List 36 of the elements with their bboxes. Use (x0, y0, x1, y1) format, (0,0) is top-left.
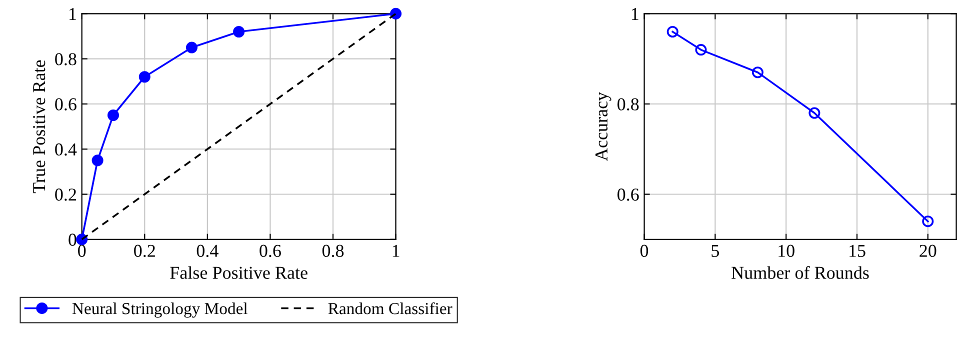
x-axis-title: Number of Rounds (732, 266, 869, 279)
point (808, 107, 820, 119)
y-tick-label: 1 (70, 8, 76, 20)
point (92, 154, 104, 166)
y-axis-title: True Positive Rate (33, 60, 46, 194)
y-tick-label: 1 (632, 8, 638, 20)
point (922, 216, 934, 228)
x-tick-label: 0.8 (322, 244, 344, 258)
x-tick-label: 0.6 (260, 244, 281, 258)
x-tick-label: 20 (920, 244, 936, 257)
point (666, 26, 678, 38)
point (186, 42, 198, 54)
x-tick-label: 10 (778, 244, 794, 257)
x-tick-label: 0.2 (134, 244, 155, 258)
y-tick-label: 0.2 (55, 188, 76, 201)
legend-label: Random Classifier (328, 302, 452, 314)
y-tick-label: 0.6 (55, 98, 76, 110)
point (107, 109, 120, 122)
x-tick-label: 1 (392, 244, 400, 257)
legend-label: Neural Stringology Model (72, 302, 248, 318)
y-tick-label: 0.8 (618, 98, 639, 110)
x-tick-label: 0 (78, 244, 86, 257)
x-tick-label: 0 (640, 244, 648, 257)
point (233, 26, 245, 38)
point (752, 66, 764, 78)
y-tick-label: 0.4 (55, 143, 77, 156)
y-axis-title: Accuracy (595, 92, 612, 161)
x-tick-label: 5 (712, 244, 719, 257)
x-tick-label: 0.4 (196, 244, 218, 258)
y-tick-label: 0 (68, 234, 76, 246)
x-tick-label: 15 (850, 244, 866, 257)
x-axis-title: False Positive Rate (170, 266, 308, 279)
y-tick-label: 0.8 (55, 53, 76, 66)
point (695, 44, 707, 56)
y-tick-label: 0.6 (618, 188, 639, 201)
point (138, 71, 150, 83)
